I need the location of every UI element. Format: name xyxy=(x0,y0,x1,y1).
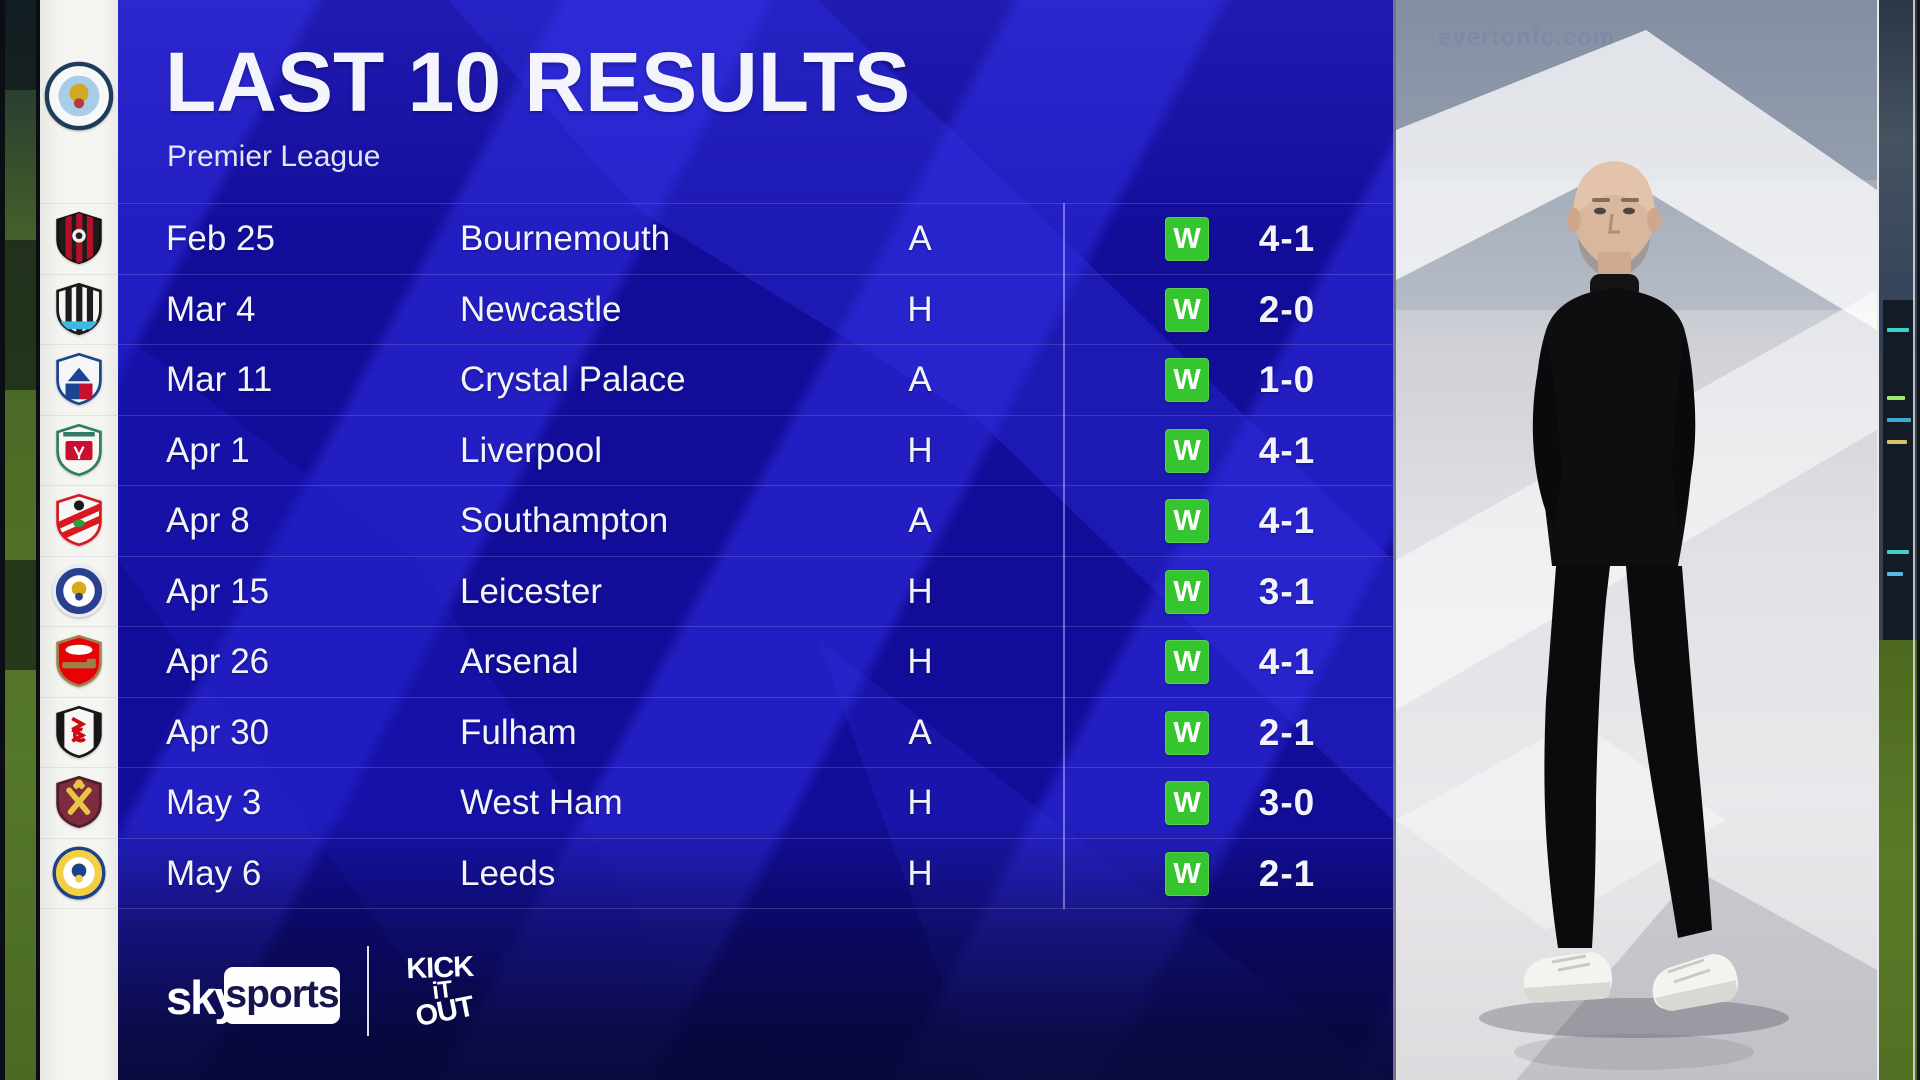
match-score: 1-0 xyxy=(1258,359,1316,400)
results-panel: LAST 10 RESULTS Premier League Feb 25 Bou… xyxy=(118,0,1393,1080)
win-badge: W xyxy=(1165,851,1209,896)
opponent-name: Newcastle xyxy=(460,289,622,329)
match-score: 2-1 xyxy=(1258,852,1316,894)
badge-leeds-icon xyxy=(52,846,106,900)
badge-liverpool-icon xyxy=(52,423,106,477)
venue-indicator: A xyxy=(908,501,932,540)
result-row: Mar 11 Crystal Palace A W 1-0 xyxy=(118,344,1393,415)
match-date: Feb 25 xyxy=(166,219,275,258)
win-badge: W xyxy=(1165,217,1209,261)
match-date: Mar 4 xyxy=(166,289,256,329)
win-badge: W xyxy=(1165,358,1209,402)
match-score: 4-1 xyxy=(1258,641,1316,682)
venue-indicator: H xyxy=(907,642,933,681)
opponent-name: Southampton xyxy=(460,501,669,540)
venue-indicator: A xyxy=(908,712,932,752)
opponent-name: Fulham xyxy=(460,712,577,752)
panel-edge-highlight xyxy=(1393,0,1396,1080)
match-date: May 3 xyxy=(166,783,262,822)
opponent-name: West Ham xyxy=(460,783,623,822)
venue-indicator: H xyxy=(907,853,933,893)
badge-man-city-icon xyxy=(44,61,114,131)
result-row: Feb 25 Bournemouth A W 4-1 xyxy=(118,203,1393,274)
column-divider xyxy=(1063,203,1065,909)
opponent-name: Leeds xyxy=(460,853,556,893)
match-date: Apr 26 xyxy=(166,642,270,681)
result-row: Apr 1 Liverpool H W 4-1 xyxy=(118,414,1393,486)
match-date: Apr 15 xyxy=(166,571,270,611)
results-table: Feb 25 Bournemouth A W 4-1 Mar 4 Newcastle H W 2-… xyxy=(118,203,1393,909)
venue-indicator: H xyxy=(907,430,933,470)
match-score: 2-0 xyxy=(1258,288,1316,330)
win-badge: W xyxy=(1165,781,1209,825)
badge-bournemouth-icon xyxy=(52,211,106,265)
result-row: Apr 26 Arsenal H W 4-1 xyxy=(118,626,1393,697)
result-row: May 6 Leeds H W 2-1 xyxy=(118,837,1393,909)
manager-figure xyxy=(1479,161,1789,1070)
manager-photo-panel: evertonfc.com xyxy=(1396,0,1877,1080)
opponent-name: Bournemouth xyxy=(460,219,671,258)
match-score: 3-1 xyxy=(1258,570,1316,612)
win-badge: W xyxy=(1165,428,1209,473)
match-score: 2-1 xyxy=(1258,711,1316,753)
result-row: Apr 8 Southampton A W 4-1 xyxy=(118,485,1393,556)
pitch-strip-left xyxy=(5,0,36,1080)
video-edge-right xyxy=(1877,0,1920,1080)
video-edge-left xyxy=(0,0,40,1080)
badge-leicester-icon xyxy=(52,564,106,618)
opponent-name: Liverpool xyxy=(460,430,603,470)
competition-subtitle: Premier League xyxy=(167,140,381,173)
venue-indicator: H xyxy=(907,783,933,822)
stadium-watermark: evertonfc.com xyxy=(1438,24,1616,51)
opponent-name: Arsenal xyxy=(460,642,579,681)
venue-indicator: H xyxy=(907,571,933,611)
win-badge: W xyxy=(1165,710,1209,755)
club-badge-column xyxy=(40,0,118,1080)
opponent-name: Leicester xyxy=(460,571,603,611)
match-date: Apr 1 xyxy=(166,430,250,470)
result-row: Apr 15 Leicester H W 3-1 xyxy=(118,555,1393,627)
venue-indicator: A xyxy=(908,360,932,399)
page-title: LAST 10 RESULTS xyxy=(165,35,911,129)
badge-newcastle-icon xyxy=(52,282,106,336)
match-score: 4-1 xyxy=(1258,218,1316,259)
win-badge: W xyxy=(1165,640,1209,684)
result-row: Apr 30 Fulham A W 2-1 xyxy=(118,696,1393,768)
win-badge: W xyxy=(1165,287,1209,332)
badge-west-ham-icon xyxy=(52,775,106,829)
venue-indicator: H xyxy=(907,289,933,329)
scoreboard-sliver xyxy=(1883,300,1915,640)
match-date: Apr 8 xyxy=(166,501,250,540)
win-badge: W xyxy=(1165,569,1209,614)
match-score: 4-1 xyxy=(1258,429,1316,471)
win-badge: W xyxy=(1165,499,1209,543)
match-score: 4-1 xyxy=(1258,500,1316,541)
badge-fulham-icon xyxy=(52,705,106,759)
match-score: 3-0 xyxy=(1258,782,1316,823)
venue-indicator: A xyxy=(908,219,932,258)
result-row: May 3 West Ham H W 3-0 xyxy=(118,767,1393,838)
match-date: May 6 xyxy=(166,853,262,893)
opponent-name: Crystal Palace xyxy=(460,360,686,399)
result-row: Mar 4 Newcastle H W 2-0 xyxy=(118,273,1393,345)
badge-southampton-icon xyxy=(52,493,106,547)
badge-crystal-palace-icon xyxy=(52,352,106,406)
match-date: Apr 30 xyxy=(166,712,270,752)
badge-arsenal-icon xyxy=(52,634,106,688)
match-date: Mar 11 xyxy=(166,360,273,399)
